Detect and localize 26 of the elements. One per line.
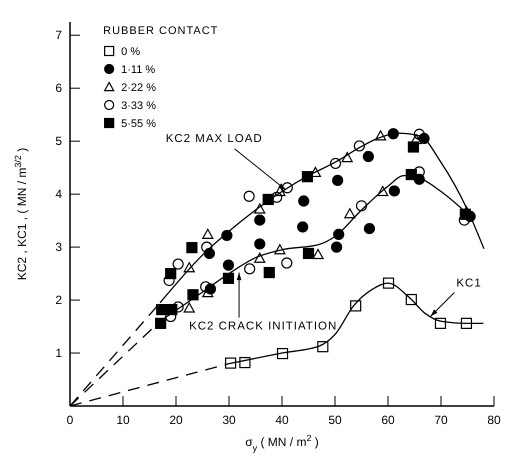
legend-label: 0 %	[121, 46, 140, 58]
x-tick-label: 30	[222, 413, 236, 427]
annotation: KC1	[456, 277, 482, 290]
annotation: KC2 CRACK INITIATION	[189, 320, 338, 333]
legend-label: 2·22 %	[121, 82, 156, 94]
y-tick-label: 1	[55, 346, 62, 360]
x-tick-label: 80	[487, 413, 501, 427]
y-tick-label: 6	[55, 81, 62, 96]
x-tick-label: 70	[434, 413, 448, 427]
x-tick-label: 40	[275, 413, 289, 427]
x-tick-label: 20	[169, 413, 183, 427]
y-tick-label: 5	[55, 134, 62, 148]
y-tick-label: 4	[55, 187, 62, 202]
legend-label: 3·33 %	[121, 100, 156, 112]
legend-label: 1·11 %	[121, 64, 156, 76]
x-tick-label: 60	[381, 413, 395, 427]
x-axis-title: σ$_{y}$ ( MN / m$^{2}$ )	[245, 433, 319, 453]
x-tick-label: 50	[328, 413, 342, 427]
y-tick-label: 2	[55, 293, 62, 308]
legend-title: RUBBER CONTACT	[103, 25, 218, 37]
x-tick-label: 10	[116, 413, 130, 427]
x-tick-label: 0	[66, 413, 74, 427]
legend-label: 5·55 %	[121, 118, 156, 130]
y-tick-label: 3	[55, 240, 62, 254]
y-tick-label: 7	[55, 28, 62, 42]
annotation: KC2 MAX LOAD	[166, 132, 263, 145]
